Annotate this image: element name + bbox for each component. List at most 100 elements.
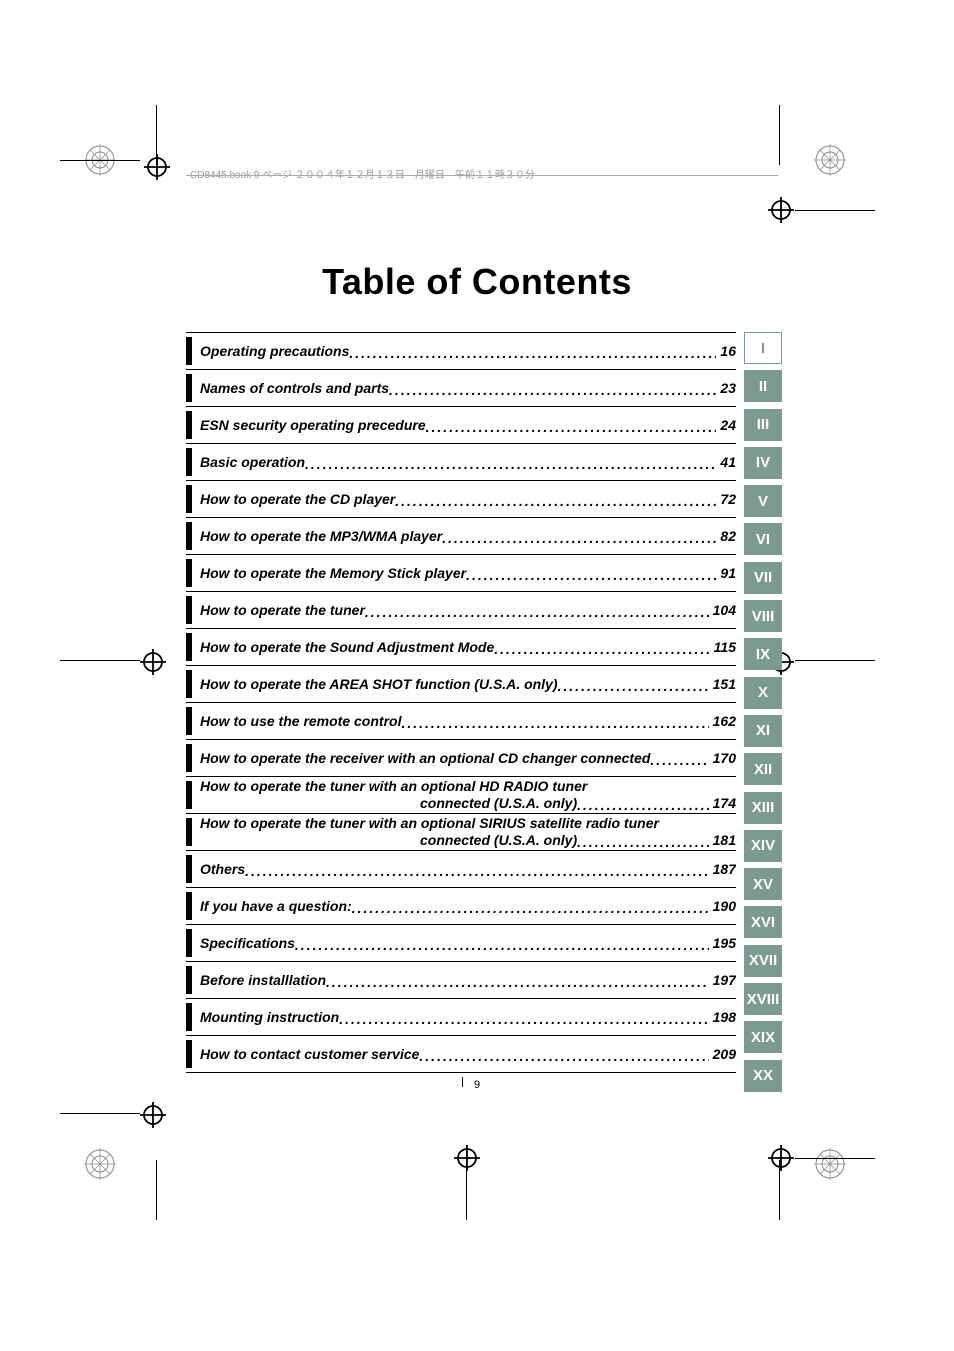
toc-row-bar (186, 670, 192, 698)
section-tab: XVI (744, 906, 782, 938)
crosshair-tl (142, 152, 172, 187)
crop-line (60, 1113, 140, 1114)
crosshair-bl (138, 1100, 168, 1135)
page-number: 9 (0, 1079, 954, 1091)
toc-dots (426, 419, 717, 435)
toc-row: Operating precautions 16 (186, 332, 736, 369)
toc-page: 82 (716, 528, 736, 544)
toc-dots (352, 900, 709, 916)
toc-page: 190 (709, 898, 736, 914)
toc-label: How to operate the receiver with an opti… (200, 750, 650, 766)
toc-label: How to operate the Sound Adjustment Mode (200, 639, 494, 655)
toc-dots (558, 678, 709, 694)
crop-line (795, 660, 875, 661)
toc-text: Operating precautions 16 (200, 333, 736, 369)
toc-page: 198 (709, 1009, 736, 1025)
toc-label: How to operate the CD player (200, 491, 395, 507)
toc-row-bar (186, 374, 192, 402)
toc-text: Mounting instruction 198 (200, 999, 736, 1035)
toc-row: How to contact customer service 209 (186, 1035, 736, 1073)
toc-row: How to operate the Sound Adjustment Mode… (186, 628, 736, 665)
toc-row: Before installlation 197 (186, 961, 736, 998)
toc-page: 72 (716, 491, 736, 507)
toc-text: How to operate the Memory Stick player 9… (200, 555, 736, 591)
toc-page: 151 (709, 676, 736, 692)
toc-label-line2: connected (U.S.A. only) 174 (200, 795, 736, 812)
toc-text: How to use the remote control 162 (200, 703, 736, 739)
toc-page: 187 (709, 861, 736, 877)
toc-row: How to use the remote control 162 (186, 702, 736, 739)
toc-text: Others 187 (200, 851, 736, 887)
toc-row-bar (186, 522, 192, 550)
toc-label: Basic operation (200, 454, 305, 470)
toc-row-bar (186, 818, 192, 846)
toc-dots (389, 382, 716, 398)
toc-row: Others 187 (186, 850, 736, 887)
table-of-contents: Operating precautions 16Names of control… (186, 332, 736, 1073)
toc-label: Names of controls and parts (200, 380, 389, 396)
toc-row-bar (186, 966, 192, 994)
toc-row: How to operate the tuner with an optiona… (186, 776, 736, 813)
toc-row-bar (186, 596, 192, 624)
toc-page: 197 (709, 972, 736, 988)
section-tab: XVII (744, 945, 782, 977)
toc-label: ESN security operating precedure (200, 417, 426, 433)
toc-page: 41 (716, 454, 736, 470)
toc-row-bar (186, 559, 192, 587)
section-tab: XVIII (744, 983, 782, 1015)
toc-row: How to operate the receiver with an opti… (186, 739, 736, 776)
toc-row: Specifications 195 (186, 924, 736, 961)
toc-label: Before installlation (200, 972, 326, 988)
toc-text: How to contact customer service 209 (200, 1036, 736, 1072)
toc-label: Operating precautions (200, 343, 349, 359)
page-title: Table of Contents (0, 261, 954, 303)
toc-text: How to operate the tuner with an optiona… (200, 777, 736, 813)
toc-row: How to operate the tuner with an optiona… (186, 813, 736, 850)
section-tab: X (744, 677, 782, 709)
section-tab: VI (744, 523, 782, 555)
toc-label: How to operate the MP3/WMA player (200, 528, 442, 544)
toc-row-bar (186, 929, 192, 957)
toc-text: How to operate the tuner with an optiona… (200, 814, 736, 850)
toc-page: 195 (709, 935, 736, 951)
header-meta: CD8445.book 9 ページ ２００４年１２月１３日 月曜日 午前１１時３… (190, 166, 535, 181)
toc-page: 104 (709, 602, 736, 618)
toc-page: 209 (709, 1046, 736, 1062)
crop-line (156, 105, 157, 165)
toc-dots (349, 345, 716, 361)
toc-text: Before installlation 197 (200, 962, 736, 998)
toc-dots (466, 567, 716, 583)
section-tab: I (744, 332, 782, 364)
toc-row: How to operate the MP3/WMA player 82 (186, 517, 736, 554)
crosshair-bc (452, 1143, 482, 1178)
toc-row: ESN security operating precedure 24 (186, 406, 736, 443)
toc-page: 115 (710, 639, 736, 655)
toc-dots (305, 456, 716, 472)
toc-text: Basic operation 41 (200, 444, 736, 480)
crop-line (156, 1160, 157, 1220)
section-tab: VIII (744, 600, 782, 632)
toc-row: Basic operation 41 (186, 443, 736, 480)
crop-line (60, 160, 140, 161)
toc-row-bar (186, 744, 192, 772)
crop-line (60, 660, 140, 661)
reg-mark-br (810, 1144, 850, 1184)
toc-text: How to operate the tuner 104 (200, 592, 736, 628)
toc-row: Names of controls and parts 23 (186, 369, 736, 406)
section-tab: VII (744, 562, 782, 594)
toc-row-bar (186, 707, 192, 735)
toc-dots (395, 493, 716, 509)
section-tab: XV (744, 868, 782, 900)
toc-row: How to operate the Memory Stick player 9… (186, 554, 736, 591)
toc-row-bar (186, 1040, 192, 1068)
toc-dots (339, 1011, 708, 1027)
crosshair-l (138, 647, 168, 682)
toc-label: Others (200, 861, 245, 877)
toc-dots (650, 752, 708, 768)
section-tab: XII (744, 753, 782, 785)
reg-mark-tr (810, 140, 850, 180)
toc-dots (245, 863, 709, 879)
toc-label-line2: connected (U.S.A. only) 181 (200, 832, 736, 849)
toc-label: How to operate the tuner with an optiona… (200, 778, 736, 795)
toc-dots (401, 715, 708, 731)
